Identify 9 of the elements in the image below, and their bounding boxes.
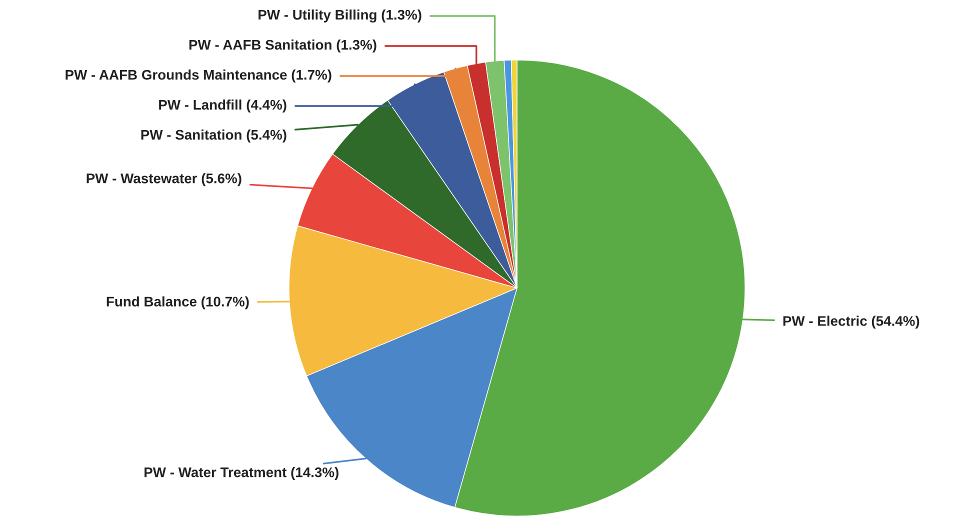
- slice-label: PW - Sanitation (5.4%): [141, 130, 286, 142]
- slice-label: PW - Utility Billing (1.3%): [258, 9, 422, 23]
- slice-label: PW - Wastewater (5.6%): [86, 173, 242, 186]
- slice-label: PW - Landfill (4.4%): [159, 100, 286, 112]
- slice-label: PW - AAFB Grounds Maintenance (1.7%): [66, 70, 332, 82]
- slice-label: PW - Water Treatment (14.3%): [144, 467, 338, 480]
- slice-label: PW - Electric (54.4%): [783, 316, 920, 329]
- slice-label: Fund Balance (10.7%): [106, 296, 249, 310]
- slice-label: PW - AAFB Sanitation (1.3%): [189, 40, 376, 52]
